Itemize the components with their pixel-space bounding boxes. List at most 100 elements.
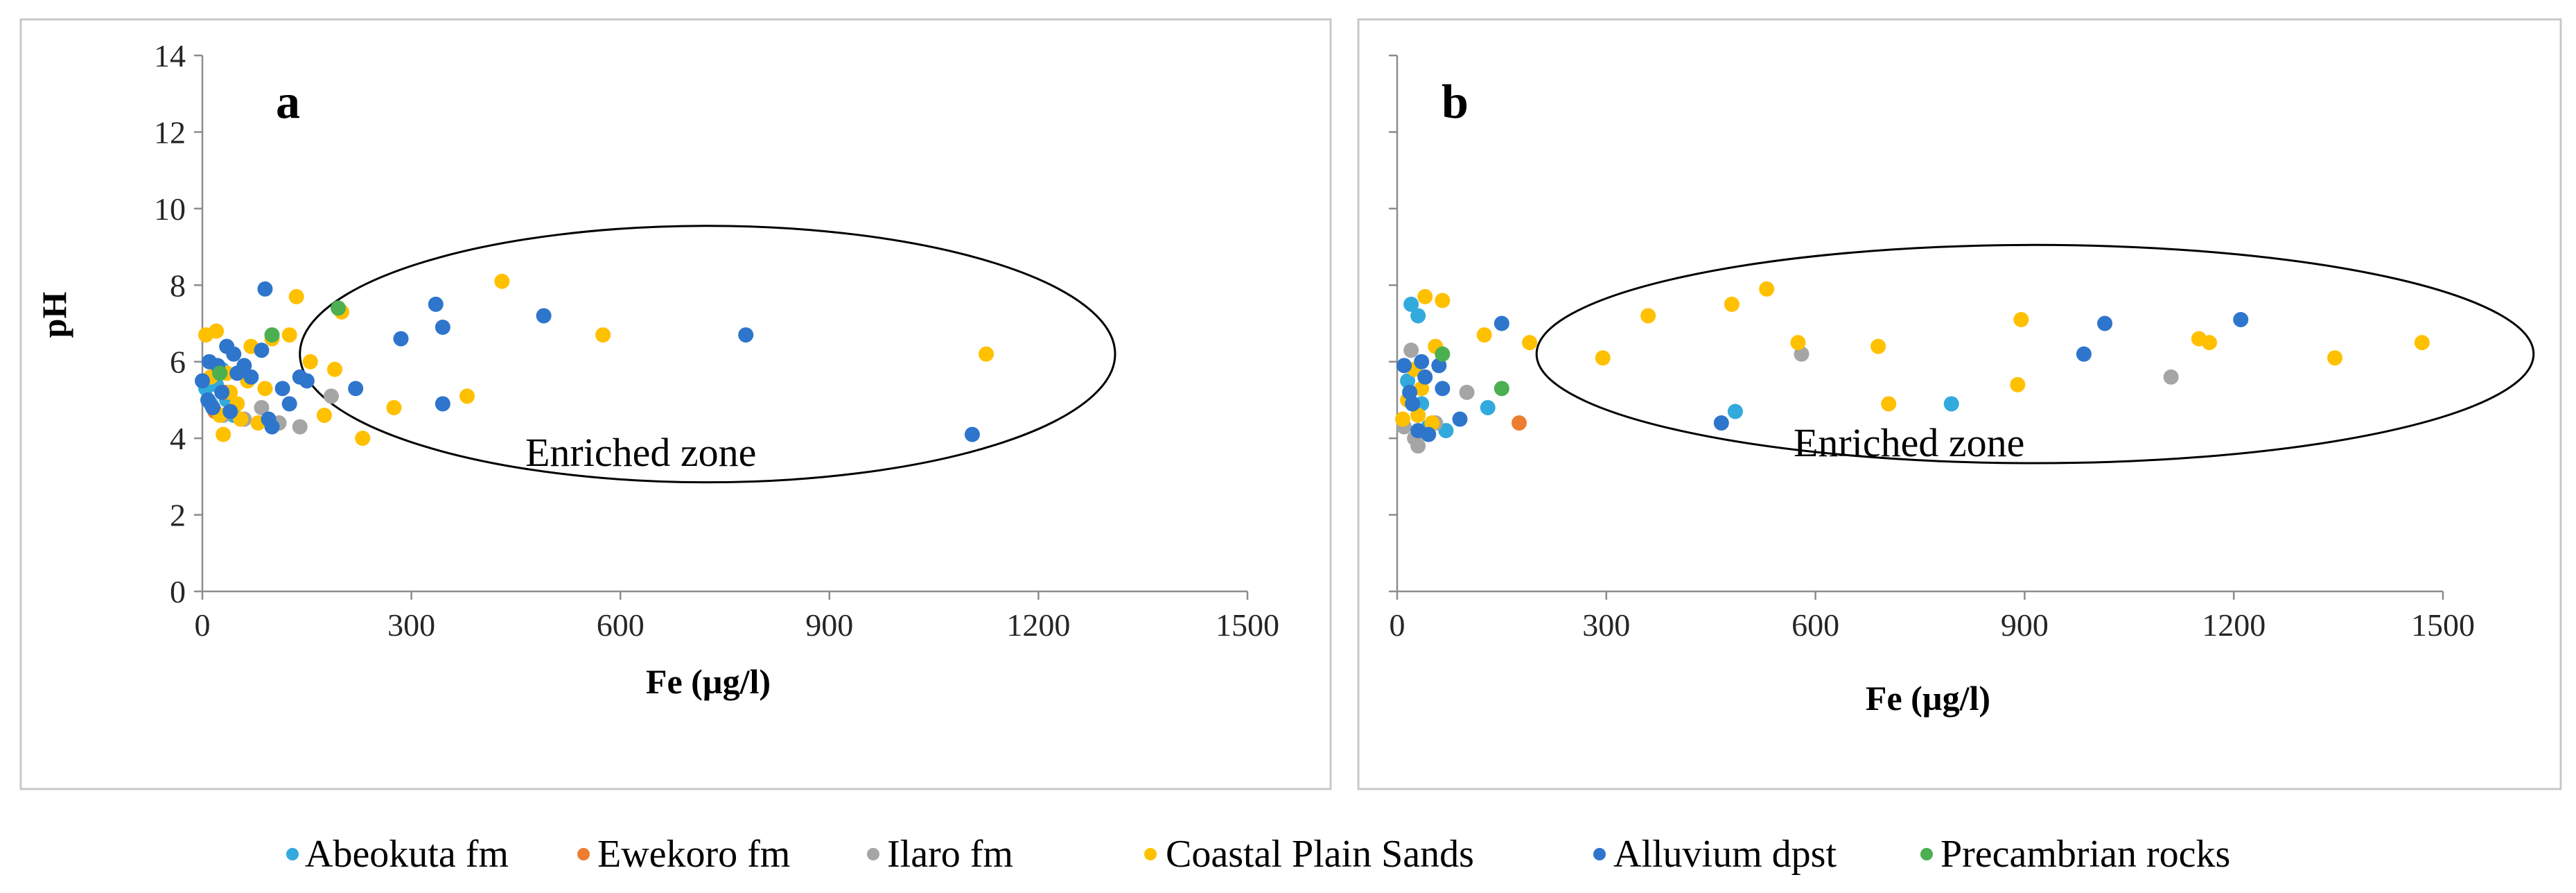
panel-b-point-coastal-plain-sands [1417, 288, 1433, 304]
panel-a-y-axis-title: pH [35, 292, 73, 338]
panel-a-x-tick-label: 300 [387, 607, 435, 643]
panel-a-point-coastal-plain-sands [494, 273, 510, 289]
panel-b-point-ilaro-fm [1794, 346, 1810, 362]
legend-label-abeokuta: Abeokuta fm [305, 833, 509, 876]
panel-a-y-tick-label: 6 [170, 345, 186, 380]
panel-b-point-coastal-plain-sands [1395, 411, 1411, 427]
legend-marker-precambrian [1920, 848, 1933, 860]
panel-b-point-ilaro-fm [1403, 343, 1419, 358]
panel-a-point-alluvium-dpst [226, 346, 242, 362]
legend-marker-abeokuta [286, 848, 299, 860]
panel-b-point-abeokuta-fm [1410, 308, 1426, 324]
panel-a-point-coastal-plain-sands [302, 354, 318, 370]
panel-b-point-alluvium-dpst [1421, 426, 1437, 442]
panel-a-y-tick-label: 4 [170, 421, 186, 456]
legend-label-alluvium: Alluvium dpst [1613, 833, 1837, 876]
panel-a-point-precambrian-rocks [264, 327, 280, 343]
panel-b-point-coastal-plain-sands [1476, 327, 1492, 343]
panel-b-point-alluvium-dpst [1405, 396, 1421, 412]
panel-b-point-coastal-plain-sands [1435, 293, 1451, 309]
panel-a-point-alluvium-dpst [281, 396, 297, 412]
panel-a-point-coastal-plain-sands [288, 288, 304, 304]
panel-a-point-coastal-plain-sands [233, 411, 249, 427]
panel-a-x-tick-label: 900 [805, 607, 853, 643]
panel-b-point-coastal-plain-sands [2414, 335, 2430, 351]
legend-marker-ilaro [867, 848, 879, 860]
panel-a-point-coastal-plain-sands [281, 327, 297, 343]
panel-a-point-coastal-plain-sands [355, 431, 371, 446]
legend-label-ilaro: Ilaro fm [887, 833, 1013, 876]
panel-a-point-alluvium-dpst [222, 404, 238, 419]
panel-a-point-alluvium-dpst [264, 419, 280, 435]
panel-a-point-alluvium-dpst [254, 343, 270, 358]
panel-a-point-coastal-plain-sands [316, 408, 332, 424]
panel-a-point-alluvium-dpst [435, 320, 450, 336]
panel-a-point-alluvium-dpst [243, 369, 259, 385]
legend-label-ewekoro: Ewekoro fm [597, 833, 790, 876]
panel-b-point-coastal-plain-sands [2327, 350, 2343, 366]
panel-b-point-coastal-plain-sands [1424, 415, 1440, 431]
panel-b-point-alluvium-dpst [2076, 346, 2092, 362]
panel-a-point-coastal-plain-sands [327, 361, 343, 377]
legend: Abeokuta fm Ewekoro fm Ilaro fm Coastal … [286, 833, 2230, 876]
panel-a-x-tick-label: 1200 [1006, 607, 1070, 643]
panel-b-point-coastal-plain-sands [1410, 408, 1426, 424]
panel-a-point-alluvium-dpst [214, 384, 230, 400]
panel-b-x-tick-label: 1200 [2202, 607, 2266, 643]
panel-b-point-alluvium-dpst [1452, 411, 1468, 427]
panel-b-point-alluvium-dpst [1402, 384, 1418, 400]
panel-a-point-coastal-plain-sands [216, 426, 231, 442]
panel-b-point-coastal-plain-sands [2013, 311, 2029, 327]
panel-a-zone-annotation: Enriched zone [525, 430, 756, 475]
legend-marker-alluvium [1593, 848, 1606, 860]
panel-a-y-tick-label: 14 [154, 38, 186, 73]
panel-b-point-abeokuta-fm [1943, 396, 1959, 412]
panel-a-point-alluvium-dpst [205, 399, 221, 415]
panel-a-x-tick-label: 1500 [1216, 607, 1279, 643]
panel-a-point-ilaro-fm [323, 388, 339, 404]
panel-b-point-coastal-plain-sands [1640, 308, 1656, 324]
panel-b-point-abeokuta-fm [1403, 296, 1419, 312]
panel-a-y-tick-label: 0 [170, 574, 186, 609]
legend-label-coastal-plain-sands: Coastal Plain Sands [1166, 833, 1474, 876]
panel-b-point-ilaro-fm [1459, 384, 1475, 400]
panel-b-point-alluvium-dpst [1435, 381, 1451, 397]
panel-b-point-alluvium-dpst [1431, 358, 1447, 374]
panel-b-x-tick-label: 0 [1390, 607, 1405, 643]
panel-a-point-alluvium-dpst [393, 331, 409, 347]
legend-marker-ewekoro [577, 848, 590, 860]
panel-a-point-alluvium-dpst [738, 327, 754, 343]
panel-a-point-alluvium-dpst [257, 281, 273, 297]
panel-b-point-coastal-plain-sands [1522, 335, 1538, 351]
panel-a-x-tick-label: 0 [195, 607, 211, 643]
panel-b-point-abeokuta-fm [1438, 423, 1454, 439]
panel-a-point-alluvium-dpst [536, 308, 552, 324]
panel-a-y-tick-label: 8 [170, 268, 186, 303]
panel-a-x-axis-title: Fe (µg/l) [646, 662, 771, 701]
panel-a-point-coastal-plain-sands [386, 399, 402, 415]
panel-b-point-precambrian-rocks [1435, 346, 1451, 362]
panel-a-point-coastal-plain-sands [595, 327, 611, 343]
panel-a-point-precambrian-rocks [212, 365, 228, 381]
panel-b-x-axis-title: Fe (µg/l) [1866, 679, 1990, 718]
panel-b-plot: 0 300 600 900 1200 1500 [1389, 54, 2535, 643]
panel-b-point-ewekoro-fm [1512, 415, 1527, 431]
panel-b-point-alluvium-dpst [2097, 315, 2113, 331]
panel-b-point-coastal-plain-sands [1724, 296, 1740, 312]
panel-b-point-coastal-plain-sands [1759, 281, 1775, 297]
panel-b-x-tick-label: 1500 [2411, 607, 2475, 643]
panel-a-x-tick-label: 600 [597, 607, 645, 643]
panel-b-point-precambrian-rocks [1493, 381, 1509, 397]
panel-a-point-alluvium-dpst [428, 296, 444, 312]
panel-b-point-alluvium-dpst [2233, 311, 2249, 327]
legend-marker-coastal-plain-sands [1144, 848, 1157, 860]
panel-b-label: b [1442, 76, 1469, 129]
panel-b-zone-annotation: Enriched zone [1794, 420, 2024, 465]
panel-a-point-ilaro-fm [254, 399, 270, 415]
panel-a-plot: 0 2 4 6 8 10 12 14 0 300 600 900 1200 1500 [154, 38, 1279, 643]
panel-a-y-tick-label: 10 [154, 191, 186, 227]
panel-a-point-coastal-plain-sands [257, 381, 273, 397]
panel-b-x-tick-label: 300 [1582, 607, 1630, 643]
panel-b-point-alluvium-dpst [1493, 315, 1509, 331]
panel-a-point-alluvium-dpst [274, 381, 290, 397]
